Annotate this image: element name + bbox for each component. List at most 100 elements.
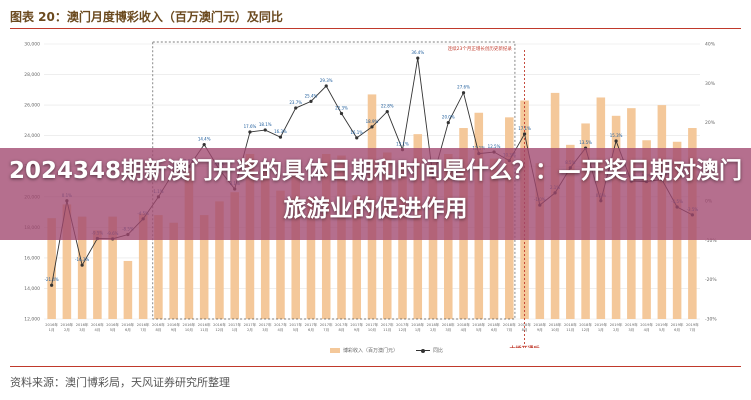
bar [260, 169, 270, 319]
yoy-data-label: 13.5% [579, 140, 592, 145]
x-tick-label: 2019年 1月 [594, 322, 607, 332]
y-left-tick-label: 14,000 [24, 286, 40, 292]
chart-legend: 博彩收入（百万澳门元） 同比 [330, 347, 443, 354]
yoy-point [263, 128, 267, 132]
figure-title-text: 澳门月度博彩收入（百万澳门元）及同比 [66, 10, 283, 24]
bar [184, 170, 194, 319]
yoy-data-label: 22.8% [381, 104, 394, 109]
bar [306, 196, 316, 319]
source-note: 资料来源：澳门博彩局，天风证券研究所整理 [10, 376, 230, 389]
yoy-data-label: 22.3% [335, 106, 348, 111]
y-right-tick-label: 40% [705, 42, 716, 48]
bar [169, 222, 178, 319]
x-tick-label: 2016年 11月 [198, 322, 211, 332]
x-tick-label: 2017年 8月 [335, 322, 348, 332]
legend-item-revenue: 博彩收入（百万澳门元） [330, 347, 398, 354]
x-tick-label: 2017年 9月 [350, 322, 363, 332]
x-tick-label: 2018年 9月 [533, 322, 546, 332]
bar [47, 218, 56, 319]
yoy-point [522, 132, 527, 136]
source-divider [10, 366, 741, 367]
yoy-data-label: 20.0% [442, 115, 455, 120]
x-tick-label: 2018年 1月 [411, 322, 424, 332]
x-tick-label: 2019年 5月 [655, 322, 668, 332]
yoy-data-label: 17.6% [244, 124, 257, 129]
x-tick-label: 2017年 7月 [320, 322, 333, 332]
x-tick-label: 2016年 3月 [76, 322, 89, 332]
y-left-tick-label: 12,000 [24, 317, 40, 323]
x-tick-label: 2017年 12月 [396, 322, 409, 332]
y-left-tick-label: 16,000 [24, 255, 40, 261]
yoy-data-label: 36.4% [411, 50, 424, 55]
yoy-point [416, 56, 420, 60]
yoy-data-label: 13.1% [396, 142, 409, 147]
legend-item-yoy: 同比 [416, 347, 443, 354]
yoy-point [309, 99, 313, 103]
y-left-tick-label: 28,000 [24, 72, 40, 78]
yoy-data-label: -21.4% [45, 277, 59, 282]
y-right-tick-label: -30% [705, 317, 717, 323]
bar [230, 192, 239, 319]
bar [428, 163, 438, 319]
y-left-tick-label: 24,000 [24, 133, 40, 139]
yoy-data-label: 15.3% [610, 133, 623, 138]
yoy-data-label: 16.3% [274, 129, 287, 134]
x-tick-label: 2017年 10月 [366, 322, 379, 332]
yoy-data-label: 18.1% [259, 122, 272, 127]
yoy-data-label: 29.3% [320, 78, 333, 83]
yoy-data-label: 12.5% [488, 144, 501, 149]
bar [108, 216, 117, 319]
yoy-data-label: 18.9% [366, 119, 379, 124]
x-tick-label: 2018年 10月 [549, 322, 562, 332]
bar [276, 190, 285, 319]
bar [93, 230, 102, 319]
yoy-data-label: 23.7% [289, 100, 302, 105]
x-tick-label: 2016年 10月 [183, 322, 196, 332]
bar [352, 195, 362, 319]
x-tick-label: 2017年 5月 [289, 322, 302, 332]
yoy-point [339, 111, 344, 116]
x-tick-label: 2017年 6月 [305, 322, 318, 332]
y-left-tick-label: 26,000 [24, 103, 40, 109]
x-tick-label: 2016年 6月 [122, 322, 135, 332]
yoy-data-label: 27.6% [457, 85, 470, 90]
growth-streak-label: 连续23个月正增长创历史新纪录 [448, 45, 513, 52]
x-tick-label: 2016年 4月 [91, 322, 104, 332]
yoy-point [370, 125, 374, 129]
x-tick-label: 2017年 2月 [244, 322, 257, 332]
x-tick-label: 2019年 4月 [640, 322, 653, 332]
figure-title: 图表 20：澳门月度博彩收入（百万澳门元）及同比 [10, 8, 283, 25]
bar [123, 260, 133, 319]
yoy-data-label: 25.4% [305, 93, 318, 98]
figure-number: 图表 20： [10, 10, 67, 24]
x-tick-label: 2016年 7月 [137, 322, 150, 332]
y-right-tick-label: 30% [705, 81, 716, 87]
y-right-tick-label: 20% [705, 120, 716, 126]
y-right-tick-label: -10% [705, 238, 717, 244]
x-tick-label: 2017年 11月 [381, 322, 394, 332]
yoy-point [202, 142, 206, 147]
bar [291, 161, 300, 319]
bar [154, 215, 163, 319]
x-tick-label: 2018年 6月 [488, 322, 501, 332]
x-tick-label: 2016年 2月 [61, 322, 74, 332]
x-tick-label: 2016年 5月 [106, 322, 119, 332]
yoy-point [294, 106, 298, 110]
yoy-data-label: 17.1% [518, 126, 531, 131]
headline-banner [0, 148, 751, 240]
bar [215, 201, 224, 319]
y-left-tick-label: 30,000 [24, 42, 40, 48]
x-tick-label: 2018年 11月 [564, 322, 577, 332]
x-tick-label: 2017年 4月 [274, 322, 287, 332]
yoy-point [461, 91, 466, 95]
x-tick-label: 2018年 7月 [503, 322, 516, 332]
x-tick-label: 2016年 8月 [152, 322, 165, 332]
yoy-point [248, 130, 252, 134]
x-tick-label: 2017年 1月 [228, 322, 241, 332]
x-tick-label: 2019年 3月 [625, 322, 638, 332]
yoy-point [385, 109, 389, 114]
yoy-data-label: 14.4% [198, 137, 211, 142]
y-right-tick-label: -20% [705, 277, 717, 283]
x-tick-label: 2018年 12月 [579, 322, 592, 332]
bridge-opening-label: 大桥开通后 [510, 345, 540, 348]
